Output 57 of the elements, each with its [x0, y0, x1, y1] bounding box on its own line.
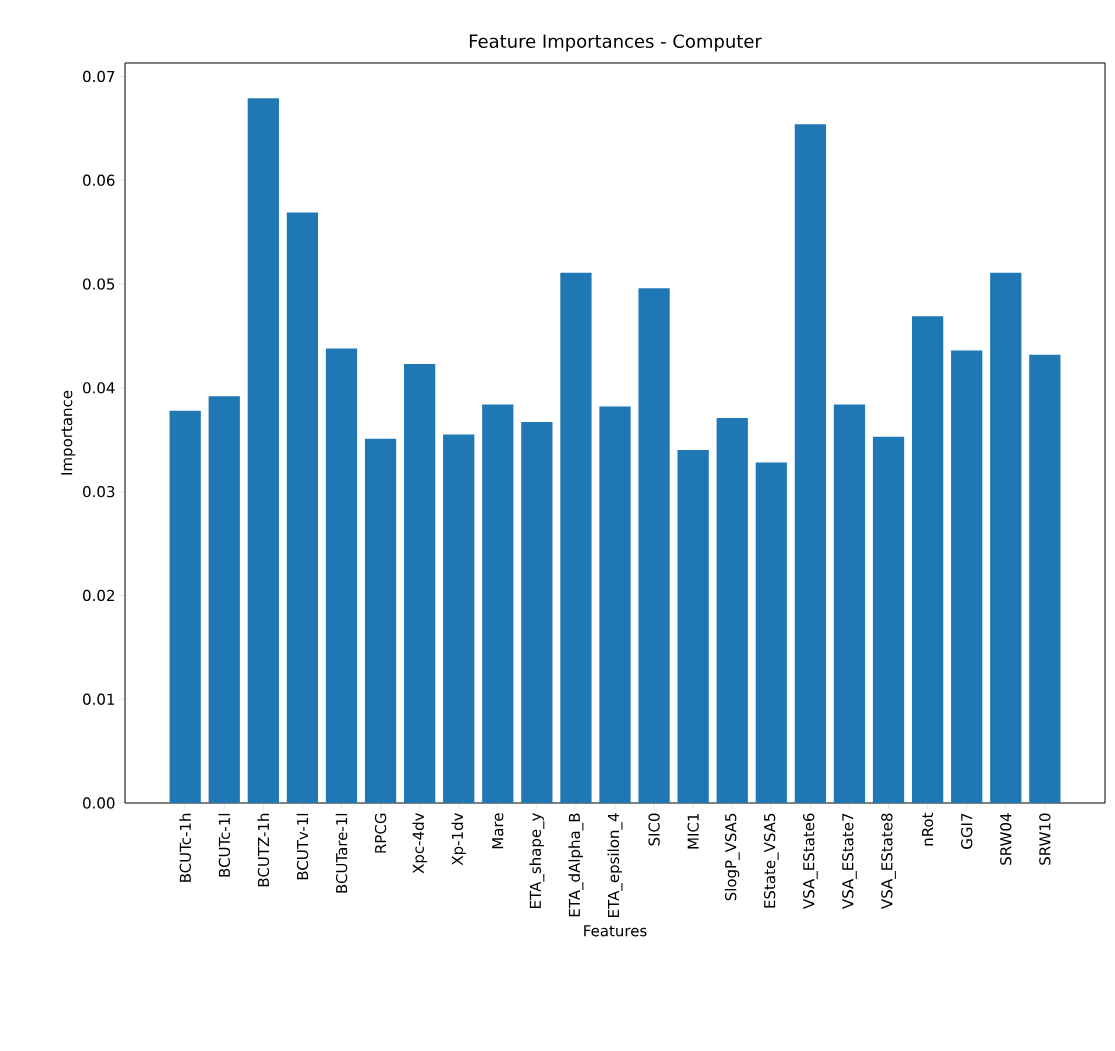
x-tick-label: ETA_dAlpha_B [568, 813, 584, 917]
bar [169, 410, 201, 803]
y-tick-label: 0.05 [83, 278, 115, 290]
bar [364, 438, 397, 803]
bar [404, 363, 436, 803]
y-tick-label: 0.03 [83, 485, 115, 498]
bar [1029, 354, 1061, 803]
x-axis-title: Features [584, 925, 647, 937]
y-tick-label: 0.04 [83, 382, 115, 394]
x-tick-label: EState_VSA5 [763, 813, 779, 908]
y-axis-title: Importance [61, 390, 76, 475]
bar [833, 404, 866, 803]
bar [521, 422, 553, 803]
bar [325, 348, 358, 803]
bar [599, 406, 631, 803]
bar [716, 417, 748, 803]
y-tick-label: 0.01 [83, 693, 115, 705]
bar [990, 272, 1022, 803]
bar [286, 212, 319, 803]
bar [443, 434, 475, 803]
bar [482, 404, 514, 803]
x-tick-label: RPCG [374, 813, 387, 853]
x-tick-label: VSA_EState6 [803, 813, 818, 909]
x-tick-label: SRW04 [1000, 813, 1012, 865]
x-tick-label: SIC0 [648, 813, 660, 846]
x-tick-label: Mare [492, 813, 504, 849]
x-tick-label: Xp-1dv [451, 812, 466, 866]
bar [247, 98, 279, 803]
x-tick-label: Xpc-4dv [412, 812, 427, 874]
bar [677, 450, 709, 803]
bar [872, 436, 905, 803]
x-tick-label: SRW10 [1039, 813, 1051, 865]
x-tick-label: nRot [922, 812, 934, 846]
x-tick-label: ETA_shape_y [529, 812, 545, 908]
y-tick-label: 0.02 [83, 589, 114, 602]
x-tick-label: VSA_EState7 [842, 813, 857, 909]
x-tick-label: BCUTc-1l [218, 813, 231, 877]
x-tick-label: GGI7 [961, 813, 973, 849]
bar [794, 124, 827, 803]
x-tick-label: MIC1 [687, 813, 699, 849]
y-tick-label: 0.00 [83, 797, 115, 809]
bar [755, 462, 787, 803]
bar [911, 316, 944, 803]
x-tick-label: BCUTZ-1h [257, 813, 270, 887]
x-tick-label: VSA_EState8 [881, 813, 896, 909]
x-tick-label: BCUTc-1h [179, 813, 191, 882]
bar [208, 396, 240, 803]
chart-title: Feature Importances - Computer [469, 34, 762, 52]
x-tick-label: SlogP_VSA5 [724, 813, 740, 901]
y-tick-label: 0.07 [83, 70, 115, 83]
x-tick-label: BCUTv-1l [296, 813, 309, 880]
bar [560, 272, 592, 803]
bar [951, 350, 983, 803]
x-tick-label: ETA_epsilon_4 [607, 813, 623, 917]
y-tick-label: 0.06 [83, 174, 115, 186]
bar [638, 288, 670, 803]
x-tick-label: BCUTare-1l [335, 813, 348, 893]
